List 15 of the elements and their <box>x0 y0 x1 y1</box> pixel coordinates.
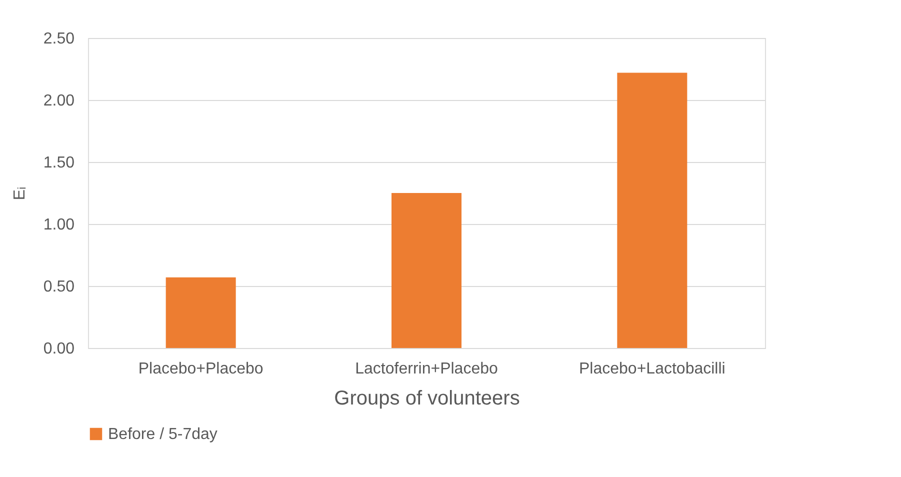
bar <box>166 277 236 348</box>
y-tick-label: 2.50 <box>43 30 75 48</box>
bar <box>392 193 462 348</box>
x-tick-label: Placebo+Placebo <box>138 360 264 378</box>
y-tick-label: 1.50 <box>43 154 75 172</box>
x-axis-title: Groups of volunteers <box>334 388 520 410</box>
y-tick-label: 0.50 <box>43 278 75 296</box>
y-tick-label: 0.00 <box>43 340 75 358</box>
y-tick-label: 1.00 <box>43 216 75 234</box>
x-tick-label: Placebo+Lactobacilli <box>579 360 726 378</box>
x-tick-label: Lactoferrin+Placebo <box>355 360 498 378</box>
y-tick-label: 2.00 <box>43 92 75 110</box>
legend-label: Before / 5-7day <box>108 426 218 443</box>
y-axis-title: Eᵢ <box>11 186 28 200</box>
bar <box>617 72 688 348</box>
